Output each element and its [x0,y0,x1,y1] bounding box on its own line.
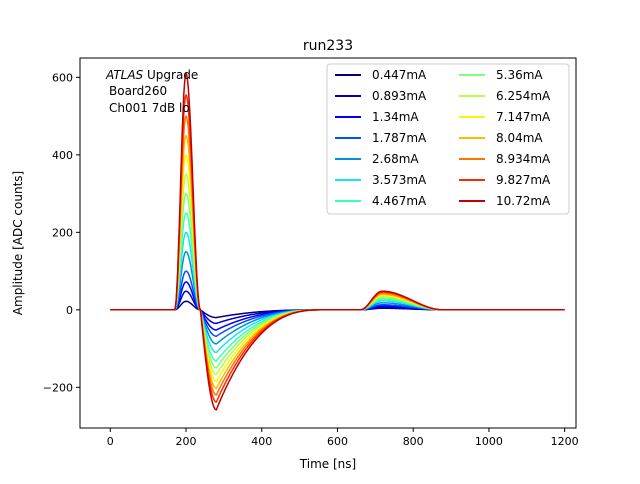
legend-label: 8.934mA [496,152,551,166]
chart-title: run233 [303,38,353,54]
y-tick-label: 600 [52,71,73,84]
legend-label: 4.467mA [372,194,427,208]
legend-label: 3.573mA [372,173,427,187]
series-line-14 [110,72,565,411]
channel-label: Ch001 7dB lo [109,101,190,115]
legend-label: 1.34mA [372,110,419,124]
y-axis-ticks: −200 0 200 400 600 [43,71,80,394]
series-layer [110,72,565,411]
legend-label: 1.787mA [372,131,427,145]
x-tick-label: 400 [251,435,272,448]
y-tick-label: 0 [66,304,73,317]
y-tick-label: −200 [43,381,73,394]
x-tick-label: 800 [403,435,424,448]
legend: 0.447mA 0.893mA 1.34mA 1.787mA 2.68mA 3.573mA… [326,63,570,215]
legend-items: 0.447mA 0.893mA 1.34mA 1.787mA 2.68mA 3.573mA… [335,68,551,208]
upgrade-word: Upgrade [143,68,198,82]
x-axis-label: Time [ns] [299,457,356,471]
board-label: Board260 [109,84,167,98]
x-tick-label: 0 [107,435,114,448]
x-tick-label: 600 [327,435,348,448]
x-axis-ticks: 0 200 400 600 800 1000 1200 [107,428,579,448]
atlas-annotation: ATLAS Upgrade Board260 Ch001 7dB lo [105,68,198,115]
x-tick-label: 200 [176,435,197,448]
plot-frame [79,57,577,429]
legend-label: 10.72mA [496,194,551,208]
x-tick-label: 1000 [475,435,503,448]
y-axis-label: Amplitude [ADC counts] [11,171,25,315]
legend-frame [326,63,570,215]
legend-label: 6.254mA [496,89,551,103]
legend-label: 2.68mA [372,152,419,166]
x-tick-label: 1200 [551,435,579,448]
atlas-label: ATLAS Upgrade [105,68,198,82]
y-tick-label: 200 [52,226,73,239]
legend-label: 9.827mA [496,173,551,187]
legend-label: 8.04mA [496,131,543,145]
legend-label: 0.893mA [372,89,427,103]
legend-label: 7.147mA [496,110,551,124]
atlas-word: ATLAS [105,68,144,82]
legend-label: 5.36mA [496,68,543,82]
y-tick-label: 400 [52,149,73,162]
legend-label: 0.447mA [372,68,427,82]
